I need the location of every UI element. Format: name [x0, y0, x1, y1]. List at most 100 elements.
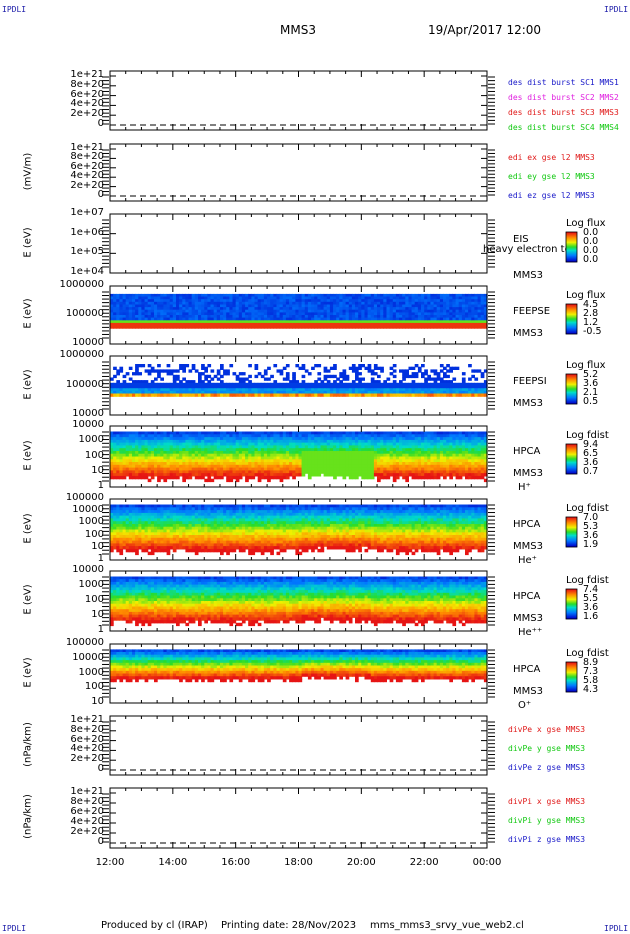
- spectrogram-cell: [260, 439, 265, 444]
- spectrogram-cell: [449, 309, 453, 313]
- spectrogram-cell: [257, 309, 262, 313]
- spectrogram-cell: [355, 377, 359, 381]
- spectrogram-cell: [405, 431, 409, 435]
- spectrogram-cell: [386, 293, 391, 298]
- spectrogram-cell: [285, 473, 290, 477]
- spectrogram-cell: [185, 364, 190, 368]
- spectrogram-cell: [389, 309, 394, 313]
- panel-1-ytick: 6e+20: [70, 88, 104, 100]
- spectrogram-cell: [446, 307, 450, 311]
- spectrogram-cell: [339, 464, 343, 469]
- spectrogram-cell: [113, 320, 117, 324]
- spectrogram-cell: [182, 473, 186, 477]
- spectrogram-cell: [358, 307, 362, 311]
- spectrogram-cell: [235, 315, 240, 319]
- spectrogram-cell: [122, 309, 127, 313]
- spectrogram-cell: [257, 459, 262, 463]
- spectrogram-cell: [235, 456, 240, 460]
- spectrogram-cell: [320, 385, 325, 389]
- spectrogram-cell: [188, 470, 193, 474]
- spectrogram-cell: [204, 309, 208, 313]
- spectrogram-cell: [395, 317, 400, 321]
- spectrogram-cell: [270, 322, 274, 327]
- spectrogram-cell: [417, 315, 422, 319]
- spectrogram-cell: [179, 467, 183, 471]
- spectrogram-cell: [433, 462, 438, 466]
- spectrogram-cell: [468, 377, 472, 381]
- spectrogram-cell: [122, 467, 127, 471]
- spectrogram-cell: [449, 301, 453, 305]
- spectrogram-cell: [320, 467, 325, 471]
- spectrogram-cell: [185, 473, 190, 477]
- colorbar-segment: [566, 395, 577, 397]
- spectrogram-cell: [304, 325, 309, 329]
- spectrogram-cell: [116, 301, 120, 305]
- spectrogram-cell: [251, 451, 256, 455]
- spectrogram-cell: [433, 299, 438, 303]
- spectrogram-cell: [144, 459, 149, 463]
- spectrogram-cell: [279, 301, 284, 305]
- spectrogram-cell: [150, 320, 155, 324]
- spectrogram-cell: [276, 325, 281, 329]
- spectrogram-cell: [417, 301, 422, 305]
- spectrogram-cell: [377, 453, 381, 458]
- spectrogram-cell: [144, 301, 149, 305]
- spectrogram-cell: [270, 293, 274, 298]
- spectrogram-cell: [408, 301, 413, 305]
- spectrogram-cell: [179, 293, 183, 298]
- spectrogram-cell: [358, 301, 362, 305]
- spectrogram-cell: [367, 467, 372, 471]
- spectrogram-cell: [452, 307, 457, 311]
- spectrogram-cell: [386, 296, 391, 300]
- spectrogram-cell: [468, 307, 472, 311]
- spectrogram-cell: [176, 448, 180, 452]
- spectrogram-cell: [320, 301, 325, 305]
- spectrogram-cell: [436, 320, 441, 324]
- spectrogram-cell: [339, 456, 343, 460]
- spectrogram-cell: [201, 309, 205, 313]
- spectrogram-cell: [392, 299, 397, 303]
- spectrogram-cell: [421, 462, 425, 466]
- spectrogram-cell: [282, 382, 287, 387]
- spectrogram-cell: [405, 470, 409, 474]
- spectrogram-cell: [417, 470, 422, 474]
- spectrogram-cell: [446, 304, 450, 308]
- spectrogram-cell: [304, 309, 309, 313]
- spectrogram-cell: [452, 299, 457, 303]
- xaxis-tick-label: 12:00: [95, 857, 125, 868]
- spectrogram-cell: [443, 293, 447, 298]
- spectrogram-cell: [367, 470, 372, 474]
- spectrogram-cell: [119, 366, 124, 370]
- spectrogram-cell: [238, 317, 243, 321]
- spectrogram-cell: [169, 473, 174, 477]
- spectrogram-cell: [411, 304, 416, 308]
- spectrogram-cell: [304, 385, 309, 389]
- spectrogram-cell: [386, 437, 391, 441]
- spectrogram-cell: [122, 322, 127, 327]
- spectrogram-cell: [326, 390, 331, 395]
- spectrogram-cell: [150, 451, 155, 455]
- spectrogram-cell: [326, 317, 331, 321]
- spectrogram-cell: [289, 385, 293, 389]
- spectrogram-cell: [348, 470, 353, 474]
- spectrogram-cell: [304, 437, 309, 441]
- spectrogram-cell: [147, 459, 152, 463]
- spectrogram-cell: [295, 453, 300, 458]
- spectrogram-cell: [339, 385, 343, 389]
- spectrogram-cell: [430, 475, 435, 480]
- spectrogram-cell: [336, 299, 340, 303]
- spectrogram-cell: [270, 325, 274, 329]
- spectrogram-cell: [235, 293, 240, 298]
- spectrogram-cell: [163, 309, 168, 313]
- spectrogram-cell: [380, 299, 384, 303]
- spectrogram-cell: [339, 451, 343, 455]
- spectrogram-cell: [370, 369, 375, 373]
- spectrogram-cell: [138, 431, 142, 435]
- spectrogram-cell: [238, 325, 243, 329]
- panel-6-colorbar-value: 3.6: [583, 457, 599, 468]
- spectrogram-cell: [169, 369, 174, 373]
- spectrogram-cell: [204, 312, 208, 316]
- spectrogram-cell: [430, 369, 435, 373]
- spectrogram-cell: [443, 304, 447, 308]
- legend-entry-3: edi ez gse l2 MMS3: [508, 191, 595, 200]
